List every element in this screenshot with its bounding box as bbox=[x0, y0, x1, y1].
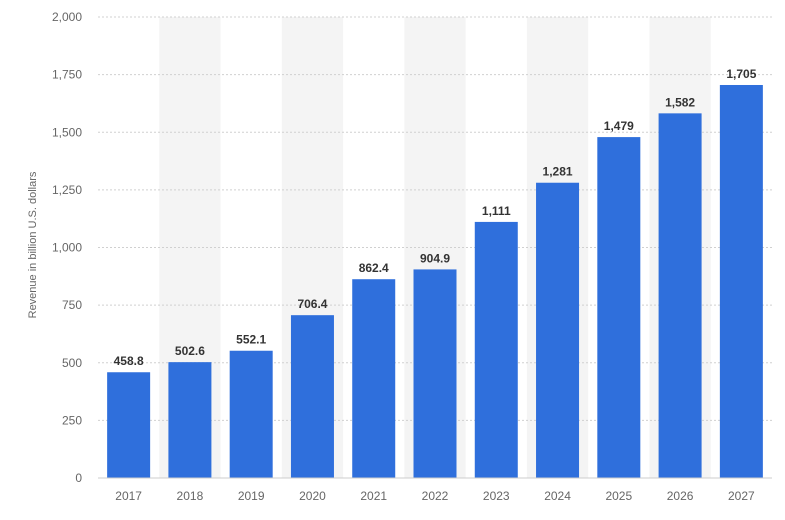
x-tick-label: 2020 bbox=[299, 489, 326, 503]
bar bbox=[536, 182, 580, 479]
bar bbox=[290, 315, 334, 478]
bar bbox=[352, 279, 396, 478]
bar-value-label: 458.8 bbox=[114, 354, 144, 368]
bar-series bbox=[107, 84, 763, 479]
y-tick-label: 2,000 bbox=[52, 10, 82, 24]
y-tick-label: 0 bbox=[75, 471, 82, 485]
x-tick-label: 2022 bbox=[422, 489, 449, 503]
x-tick-label: 2019 bbox=[238, 489, 265, 503]
x-tick-label: 2018 bbox=[177, 489, 204, 503]
bar-value-label: 552.1 bbox=[236, 333, 266, 347]
y-tick-label: 750 bbox=[62, 298, 82, 312]
y-tick-label: 1,000 bbox=[52, 241, 82, 255]
x-tick-label: 2021 bbox=[360, 489, 387, 503]
bar-value-label: 904.9 bbox=[420, 251, 450, 265]
y-axis-title: Revenue in billion U.S. dollars bbox=[27, 171, 39, 318]
bar bbox=[168, 362, 212, 478]
y-tick-label: 250 bbox=[62, 413, 82, 427]
y-tick-label: 1,500 bbox=[52, 125, 82, 139]
x-axis-tick-labels: 2017 2018 2019 2020 2021 2022 2023 2024 2025 2026… bbox=[115, 489, 755, 503]
x-tick-label: 2026 bbox=[667, 489, 694, 503]
bar-value-label: 1,479 bbox=[604, 119, 634, 133]
y-axis-tick-labels: 0 250 500 750 1,000 1,250 1,500 1,750 2,000 bbox=[52, 10, 82, 485]
x-tick-label: 2017 bbox=[115, 489, 142, 503]
x-tick-label: 2024 bbox=[544, 489, 571, 503]
bar-value-label: 502.6 bbox=[175, 344, 205, 358]
y-tick-label: 1,250 bbox=[52, 183, 82, 197]
bar bbox=[107, 372, 151, 478]
bar-value-label: 706.4 bbox=[297, 297, 327, 311]
bar bbox=[597, 137, 641, 478]
bar bbox=[474, 221, 518, 479]
x-tick-label: 2023 bbox=[483, 489, 510, 503]
y-tick-label: 500 bbox=[62, 356, 82, 370]
bar-value-label: 1,111 bbox=[482, 204, 511, 218]
bar-value-labels: 458.8 502.6 552.1 706.4 862.4 904.9 1,111 1,281… bbox=[114, 67, 757, 368]
bar-value-label: 862.4 bbox=[359, 261, 389, 275]
x-tick-label: 2025 bbox=[605, 489, 632, 503]
bar-value-label: 1,705 bbox=[726, 67, 756, 81]
bar bbox=[658, 113, 702, 478]
bar-value-label: 1,582 bbox=[665, 95, 695, 109]
bar bbox=[229, 350, 273, 478]
bar-value-label: 1,281 bbox=[543, 165, 573, 179]
y-tick-label: 1,750 bbox=[52, 68, 82, 82]
bar bbox=[413, 269, 457, 478]
x-tick-label: 2027 bbox=[728, 489, 755, 503]
bar bbox=[719, 84, 763, 478]
